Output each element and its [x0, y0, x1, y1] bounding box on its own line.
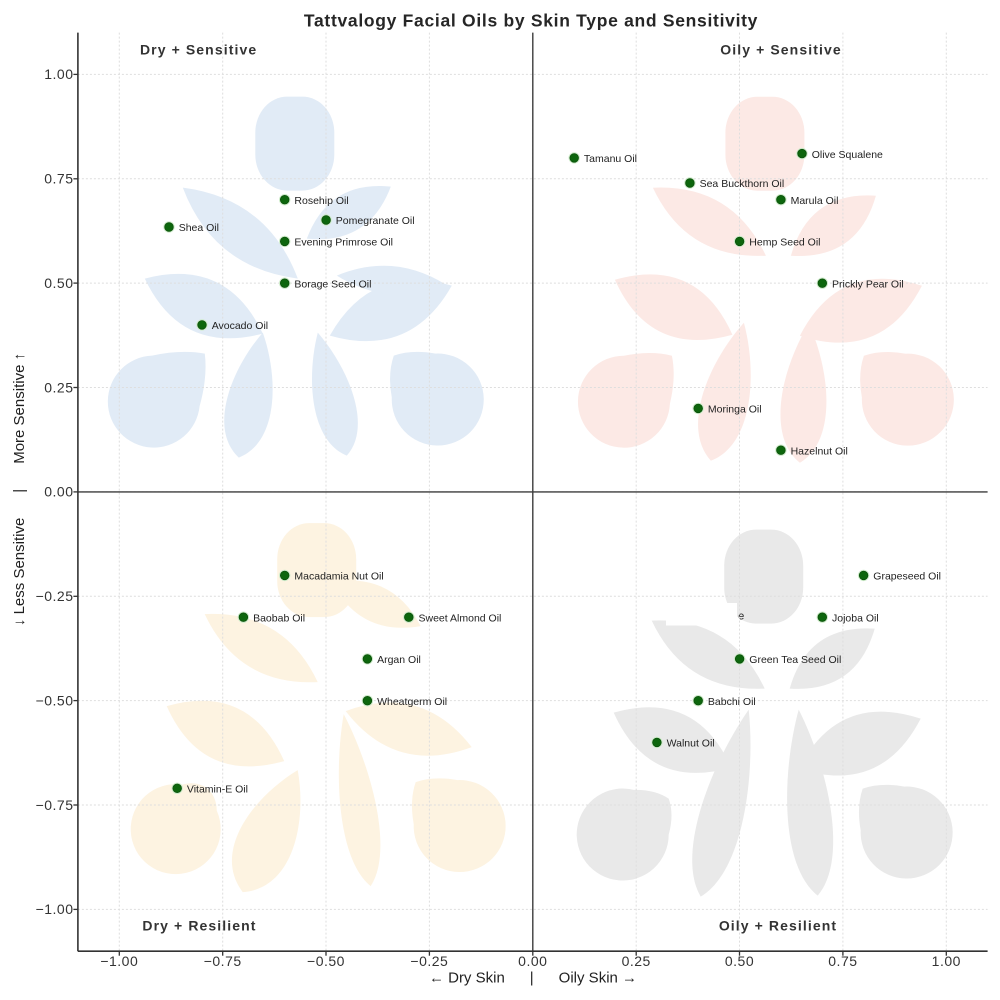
svg-text:Tattvalogy Facial Oils by Skin: Tattvalogy Facial Oils by Skin Type and … — [304, 11, 758, 31]
svg-text:Evening Primrose Oil: Evening Primrose Oil — [294, 237, 393, 249]
svg-text:Macadamia Nut Oil: Macadamia Nut Oil — [294, 571, 383, 583]
svg-text:Green Tea Seed Oil: Green Tea Seed Oil — [749, 654, 841, 666]
svg-text:0.00: 0.00 — [518, 953, 547, 969]
svg-text:Dry + Resilient: Dry + Resilient — [142, 918, 256, 934]
svg-text:Vitamin-E Oil: Vitamin-E Oil — [187, 784, 248, 796]
svg-text:Prickly Pear Oil: Prickly Pear Oil — [832, 278, 904, 290]
svg-text:Pomegranate Oil: Pomegranate Oil — [336, 215, 415, 227]
svg-text:−1.00: −1.00 — [100, 953, 138, 969]
svg-text:0.00: 0.00 — [44, 484, 73, 500]
svg-text:Dry + Sensitive: Dry + Sensitive — [140, 41, 257, 57]
svg-text:Sweet Almond Oil: Sweet Almond Oil — [419, 612, 502, 624]
svg-text:Avocado Oil: Avocado Oil — [212, 320, 268, 332]
svg-text:Sea Buckthorn Oil: Sea Buckthorn Oil — [700, 178, 785, 190]
svg-text:0.50: 0.50 — [44, 275, 73, 291]
svg-text:0.75: 0.75 — [828, 953, 857, 969]
svg-text:Borage Seed Oil: Borage Seed Oil — [294, 278, 371, 290]
svg-text:−0.75: −0.75 — [36, 797, 74, 813]
svg-text:Oily + Resilient: Oily + Resilient — [719, 918, 837, 934]
svg-text:Rosehip Oil: Rosehip Oil — [294, 195, 348, 207]
svg-text:Argan Oil: Argan Oil — [377, 654, 421, 666]
svg-text:1.00: 1.00 — [44, 66, 73, 82]
svg-text:Moringa Oil: Moringa Oil — [708, 404, 762, 416]
svg-text:Hemp Seed Oil: Hemp Seed Oil — [749, 237, 820, 249]
svg-text:−0.25: −0.25 — [410, 953, 448, 969]
svg-text:−0.50: −0.50 — [307, 953, 345, 969]
svg-text:1.00: 1.00 — [932, 953, 961, 969]
svg-text:Jojoba Oil: Jojoba Oil — [832, 612, 879, 624]
svg-text:Marula Oil: Marula Oil — [791, 195, 839, 207]
svg-text:Hazelnut Oil: Hazelnut Oil — [791, 445, 848, 457]
svg-text:−0.75: −0.75 — [204, 953, 242, 969]
svg-text:Grapeseed Oil: Grapeseed Oil — [873, 571, 941, 583]
svg-text:e: e — [738, 611, 744, 623]
svg-text:0.75: 0.75 — [44, 171, 73, 187]
svg-text:Baobab Oil: Baobab Oil — [253, 612, 305, 624]
svg-text:↓ Less Sensitive | M: ↓ Less Sensitive | More Sensitive ↑ — [11, 353, 28, 626]
svg-text:Oily + Sensitive: Oily + Sensitive — [720, 41, 842, 57]
svg-text:−1.00: −1.00 — [36, 901, 74, 917]
svg-text:0.50: 0.50 — [725, 953, 754, 969]
svg-text:Walnut Oil: Walnut Oil — [667, 738, 715, 750]
svg-text:−0.25: −0.25 — [36, 588, 74, 604]
svg-text:Babchi Oil: Babchi Oil — [708, 696, 756, 708]
svg-text:−0.50: −0.50 — [36, 692, 74, 708]
svg-text:Wheatgerm Oil: Wheatgerm Oil — [377, 696, 447, 708]
svg-text:Olive Squalene: Olive Squalene — [812, 149, 883, 161]
svg-text:Tamanu Oil: Tamanu Oil — [584, 153, 637, 165]
svg-text:Shea Oil: Shea Oil — [179, 222, 219, 234]
svg-text:← Dry Skin | Oily Sk: ← Dry Skin | Oily Skin → — [429, 970, 637, 987]
svg-text:0.25: 0.25 — [44, 379, 73, 395]
svg-text:0.25: 0.25 — [622, 953, 651, 969]
